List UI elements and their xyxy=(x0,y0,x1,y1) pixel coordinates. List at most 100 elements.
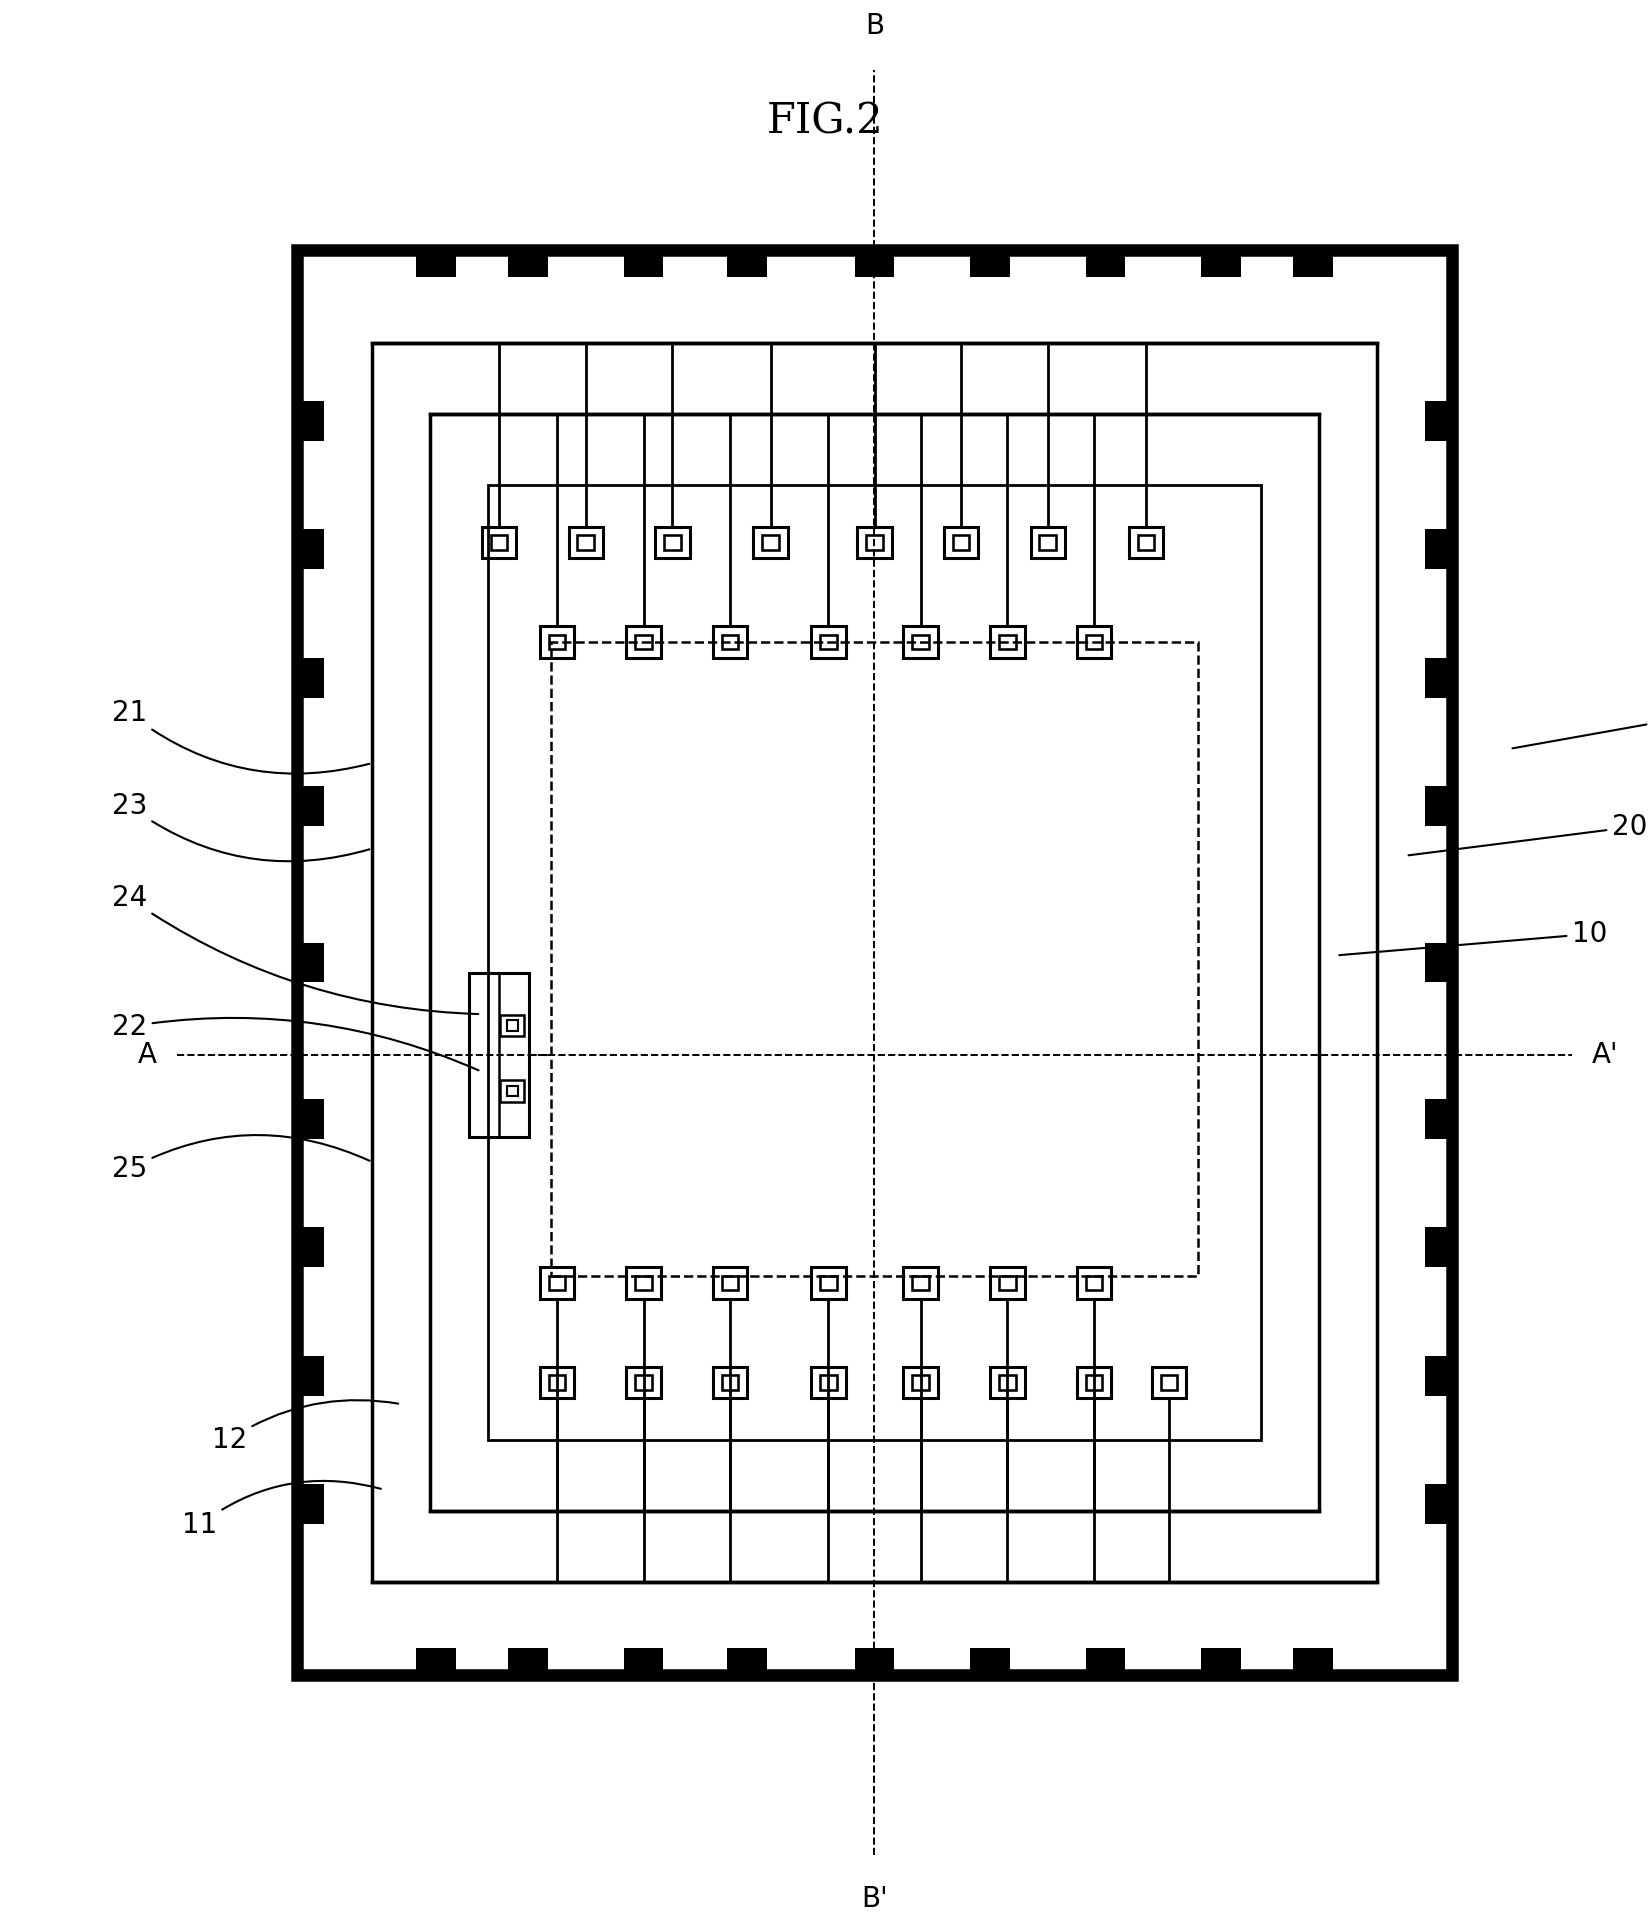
Bar xyxy=(721,1374,739,1390)
Bar xyxy=(1201,252,1241,277)
Text: 10: 10 xyxy=(1340,920,1607,955)
Bar xyxy=(569,527,602,558)
Bar xyxy=(721,1276,739,1290)
Bar xyxy=(970,252,1010,277)
Bar xyxy=(728,1648,767,1673)
Bar xyxy=(1031,527,1064,558)
Bar xyxy=(812,1267,845,1299)
Bar xyxy=(627,1267,660,1299)
Bar xyxy=(1086,635,1102,649)
Bar xyxy=(624,1648,663,1673)
Bar xyxy=(1426,1484,1450,1525)
Bar xyxy=(990,626,1025,658)
Bar xyxy=(1077,626,1110,658)
Bar xyxy=(299,785,323,826)
Bar xyxy=(299,658,323,697)
Bar xyxy=(855,1648,894,1673)
Bar xyxy=(713,1267,747,1299)
Bar xyxy=(299,1099,323,1140)
Bar xyxy=(429,414,1320,1511)
Bar xyxy=(299,400,323,441)
Text: FIG.2: FIG.2 xyxy=(767,100,883,142)
Bar xyxy=(373,343,1376,1582)
Bar xyxy=(627,1367,660,1398)
Bar xyxy=(713,1367,747,1398)
Bar xyxy=(998,1374,1016,1390)
Bar xyxy=(540,1267,574,1299)
Bar xyxy=(299,943,323,982)
Bar xyxy=(624,252,663,277)
Text: 21: 21 xyxy=(112,699,370,774)
Bar xyxy=(540,1367,574,1398)
Bar xyxy=(912,1374,929,1390)
Bar xyxy=(1086,1276,1102,1290)
Bar xyxy=(299,529,323,570)
Bar xyxy=(1426,529,1450,570)
Bar xyxy=(663,535,681,551)
Bar xyxy=(1086,252,1125,277)
Text: A': A' xyxy=(1592,1041,1619,1068)
Bar xyxy=(500,1014,525,1036)
Bar xyxy=(1077,1267,1110,1299)
Bar xyxy=(1086,1648,1125,1673)
Bar xyxy=(507,1020,518,1030)
Bar xyxy=(635,1276,652,1290)
Text: 25: 25 xyxy=(112,1136,370,1184)
Bar xyxy=(858,527,891,558)
Bar xyxy=(627,626,660,658)
Bar xyxy=(812,1367,845,1398)
Text: B': B' xyxy=(861,1885,888,1913)
Bar xyxy=(990,1267,1025,1299)
Bar xyxy=(904,626,937,658)
Text: A: A xyxy=(139,1041,157,1068)
Bar xyxy=(1426,943,1450,982)
Bar xyxy=(728,252,767,277)
Bar xyxy=(482,527,516,558)
Bar xyxy=(762,535,779,551)
Text: 20: 20 xyxy=(1409,812,1647,855)
Bar xyxy=(820,1374,837,1390)
Text: 30: 30 xyxy=(1513,706,1650,749)
Bar xyxy=(1294,252,1333,277)
Bar xyxy=(635,1374,652,1390)
Text: 12: 12 xyxy=(211,1399,398,1453)
Bar xyxy=(548,1276,566,1290)
Bar xyxy=(1426,400,1450,441)
Bar xyxy=(1426,1355,1450,1396)
Bar xyxy=(297,250,1452,1675)
Bar xyxy=(507,1086,518,1097)
Bar xyxy=(812,626,845,658)
Bar xyxy=(578,535,594,551)
Bar xyxy=(469,974,530,1138)
Bar xyxy=(820,635,837,649)
Bar xyxy=(866,535,883,551)
Bar xyxy=(912,635,929,649)
Bar xyxy=(508,1648,548,1673)
Bar xyxy=(540,626,574,658)
Bar xyxy=(1040,535,1056,551)
Bar xyxy=(635,635,652,649)
Bar xyxy=(990,1367,1025,1398)
Bar xyxy=(1077,1367,1110,1398)
Bar xyxy=(944,527,978,558)
Bar xyxy=(721,635,739,649)
Bar xyxy=(952,535,970,551)
Bar xyxy=(1201,1648,1241,1673)
Bar xyxy=(500,1080,525,1101)
Bar xyxy=(1294,1648,1333,1673)
Bar xyxy=(820,1276,837,1290)
Bar xyxy=(1160,1374,1178,1390)
Text: 24: 24 xyxy=(112,884,478,1014)
Bar xyxy=(551,643,1198,1276)
Bar xyxy=(998,635,1016,649)
Bar xyxy=(970,1648,1010,1673)
Bar xyxy=(713,626,747,658)
Bar xyxy=(1426,658,1450,697)
Text: 23: 23 xyxy=(112,791,370,860)
Bar xyxy=(754,527,787,558)
Bar xyxy=(416,1648,455,1673)
Bar xyxy=(1086,1374,1102,1390)
Bar xyxy=(299,1355,323,1396)
Bar xyxy=(1129,527,1163,558)
Bar xyxy=(416,252,455,277)
